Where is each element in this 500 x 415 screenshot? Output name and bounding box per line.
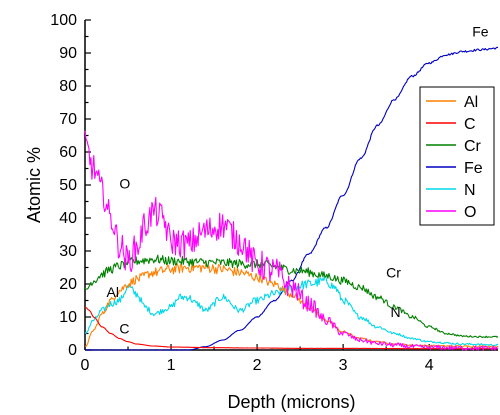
x-tick-label: 1 (167, 357, 176, 374)
y-tick-label: 100 (50, 12, 77, 29)
legend-label-c: C (464, 116, 476, 133)
y-tick-label: 50 (59, 177, 77, 194)
series-group (84, 46, 499, 351)
legend: Al C Cr Fe NO (419, 86, 495, 226)
legend-label-o: O (464, 204, 476, 221)
annotation-c: C (119, 321, 129, 337)
x-axis-title: Depth (microns) (227, 392, 355, 412)
legend-label-cr: Cr (464, 138, 482, 155)
y-tick-label: 70 (59, 111, 77, 128)
y-tick-label: 40 (59, 210, 77, 227)
x-tick-label: 0 (81, 357, 90, 374)
x-tick-label: 4 (425, 357, 434, 374)
legend-label-n: N (464, 182, 476, 199)
annotation-cr: Cr (386, 264, 401, 280)
y-tick-label: 0 (68, 342, 77, 359)
annotations: Fe O Al C Cr N (107, 24, 489, 337)
y-axis-title: Atomic % (24, 147, 44, 223)
annotation-fe: Fe (472, 24, 489, 40)
y-tick-label: 20 (59, 276, 77, 293)
x-tick-label: 2 (253, 357, 262, 374)
series-line-o (84, 130, 499, 351)
y-tick-label: 60 (59, 144, 77, 161)
series-line-cr (84, 254, 499, 339)
legend-label-fe: Fe (464, 160, 483, 177)
y-tick-label: 10 (59, 309, 77, 326)
y-tick-label: 80 (59, 78, 77, 95)
y-tick-label: 90 (59, 45, 77, 62)
annotation-n: N (390, 304, 400, 320)
legend-box (419, 86, 495, 226)
y-tick-label: 30 (59, 243, 77, 260)
annotation-o: O (119, 175, 130, 191)
x-tick-label: 3 (339, 357, 348, 374)
axes: 0 10 20 30 40 50 60 70 80 90 100 0 1 2 3 4 (50, 12, 498, 374)
annotation-al: Al (107, 284, 119, 300)
series-line-al (84, 261, 499, 348)
series-line-fe (85, 46, 499, 351)
legend-label-al: Al (464, 94, 478, 111)
